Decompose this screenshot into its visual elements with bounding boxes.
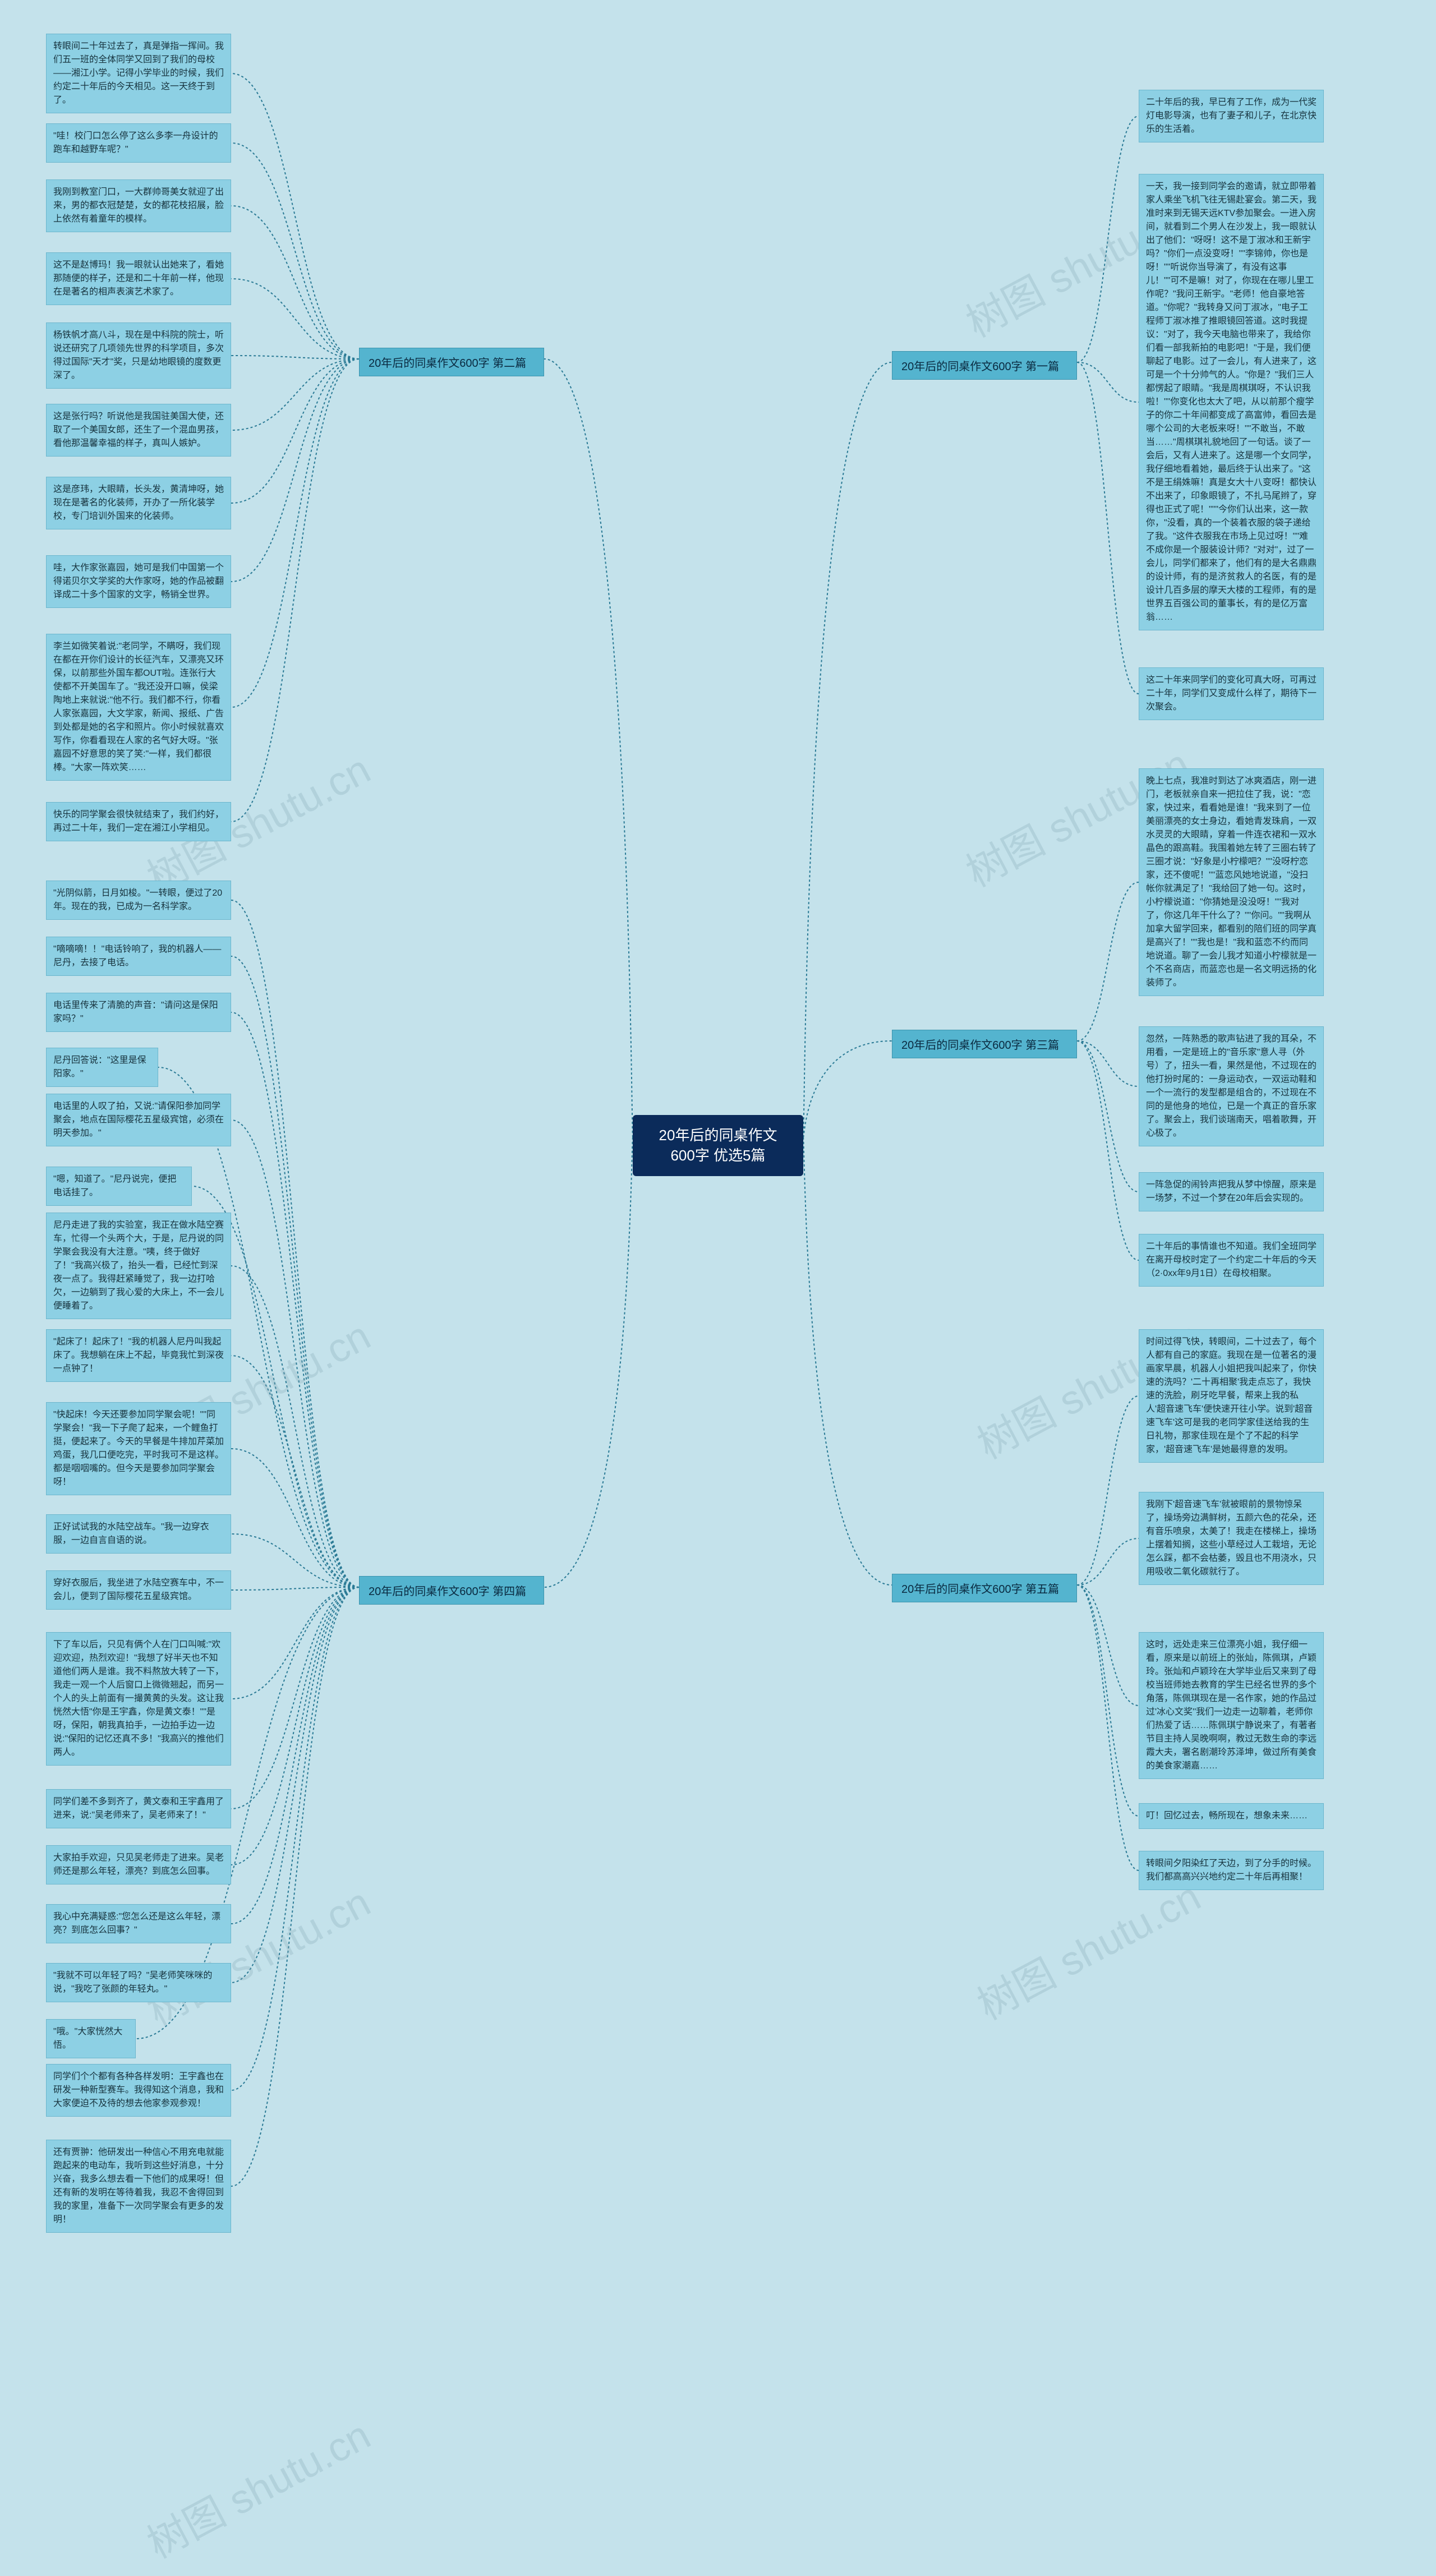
leaf-node: 大家拍手欢迎，只见吴老师走了进来。吴老师还是那么年轻，漂亮？到底怎么回事。 bbox=[46, 1845, 231, 1884]
leaf-node: 二十年后的我，早已有了工作，成为一代奖灯电影导演，也有了妻子和儿子，在北京快乐的… bbox=[1139, 90, 1324, 142]
leaf-node: "嘀嘀嘀！！"电话铃响了，我的机器人——尼丹，去接了电话。 bbox=[46, 937, 231, 976]
leaf-node: "哦。"大家恍然大悟。 bbox=[46, 2019, 136, 2058]
leaf-node: 这时，远处走来三位漂亮小姐，我仔细一看，原来是以前班上的张灿，陈佩琪，卢颖玲。张… bbox=[1139, 1632, 1324, 1779]
leaf-node: 这是张行吗？听说他是我国驻美国大使，还取了一个美国女郎，还生了一个混血男孩，看他… bbox=[46, 404, 231, 457]
center-title: 20年后的同桌作文600字 优选5篇 bbox=[659, 1127, 777, 1164]
leaf-node: 叮！回忆过去，畅所现在，想象未来…… bbox=[1139, 1803, 1324, 1829]
leaf-node: 一阵急促的闹铃声把我从梦中惊醒，原来是一场梦，不过一个梦在20年后会实现的。 bbox=[1139, 1172, 1324, 1211]
leaf-node: "快起床！今天还要参加同学聚会呢！""同学聚会！"我一下子爬了起来，一个鲤鱼打挺… bbox=[46, 1402, 231, 1495]
branch-node: 20年后的同桌作文600字 第四篇 bbox=[359, 1576, 544, 1605]
leaf-node: 我刚下'超音速飞车'就被眼前的景物惊呆了，操场旁边满鲜树，五颜六色的花朵，还有音… bbox=[1139, 1492, 1324, 1585]
leaf-node: 转眼间二十年过去了，真是弹指一挥间。我们五一班的全体同学又回到了我们的母校——湘… bbox=[46, 34, 231, 113]
center-node: 20年后的同桌作文600字 优选5篇 bbox=[633, 1115, 803, 1176]
leaf-node: 下了车以后，只见有俩个人在门口叫喊:"欢迎欢迎，热烈欢迎！"我想了好半天也不知道… bbox=[46, 1632, 231, 1766]
leaf-node: 我刚到教室门口，一大群帅哥美女就迎了出来，男的都衣冠楚楚，女的都花枝招展，脸上依… bbox=[46, 179, 231, 232]
leaf-node: 尼丹走进了我的实验室，我正在做水陆空赛车，忙得一个头两个大，于是，尼丹说的同学聚… bbox=[46, 1213, 231, 1319]
leaf-node: 同学们个个都有各种各样发明：王宇鑫也在研发一种新型赛车。我得知这个消息，我和大家… bbox=[46, 2064, 231, 2117]
leaf-node: 哇，大作家张嘉园，她可是我们中国第一个得诺贝尔文学奖的大作家呀，她的作品被翻译成… bbox=[46, 555, 231, 608]
leaf-node: "我就不可以年轻了吗？"吴老师笑咪咪的说，"我吃了张颜的年轻丸。" bbox=[46, 1963, 231, 2002]
leaf-node: 这二十年来同学们的变化可真大呀，可再过二十年，同学们又变成什么样了，期待下一次聚… bbox=[1139, 667, 1324, 720]
leaf-node: 时间过得飞快，转眼间，二十过去了，每个人都有自己的家庭。我现在是一位著名的漫画家… bbox=[1139, 1329, 1324, 1463]
leaf-node: 晚上七点，我准时到达了冰爽酒店，刚一进门，老板就亲自来一把拉住了我，说："恋家，… bbox=[1139, 768, 1324, 996]
leaf-node: "哇！校门口怎么停了这么多李一舟设计的跑车和越野车呢？" bbox=[46, 123, 231, 163]
leaf-node: 这不是赵博玛！我一眼就认出她来了，看她那随便的样子，还是和二十年前一样，他现在是… bbox=[46, 252, 231, 305]
leaf-node: 一天，我一接到同学会的邀请，就立即带着家人乘坐飞机飞往无锡赴宴会。第二天，我准时… bbox=[1139, 174, 1324, 630]
leaf-node: 杨铁帆才高八斗，现在是中科院的院士，听说还研究了几项领先世界的科学项目，多次得过… bbox=[46, 322, 231, 389]
branch-node: 20年后的同桌作文600字 第二篇 bbox=[359, 348, 544, 376]
leaf-node: 这是彦玮，大眼睛，长头发，黄清坤呀，她现在是著名的化装师，开办了一所化装学校，专… bbox=[46, 477, 231, 529]
leaf-node: "起床了！起床了！"我的机器人尼丹叫我起床了。我想躺在床上不起，毕竟我忙到深夜一… bbox=[46, 1329, 231, 1382]
leaf-node: 李兰如微笑着说:"老同学，不瞒呀，我们现在都在开你们设计的长征汽车，又漂亮又环保… bbox=[46, 634, 231, 781]
leaf-node: 快乐的同学聚会很快就结束了，我们约好，再过二十年，我们一定在湘江小学相见。 bbox=[46, 802, 231, 841]
leaf-node: 电话里传来了清脆的声音："请问这是保阳家吗？" bbox=[46, 993, 231, 1032]
branch-node: 20年后的同桌作文600字 第五篇 bbox=[892, 1574, 1077, 1602]
leaf-node: 还有贾翀：他研发出一种信心不用充电就能跑起来的电动车，我听到这些好消息，十分兴奋… bbox=[46, 2140, 231, 2233]
leaf-node: 二十年后的事情谁也不知道。我们全班同学在离开母校时定了一个约定二十年后的今天（2… bbox=[1139, 1234, 1324, 1287]
leaf-node: "光阴似箭，日月如梭。"一转眼，便过了20年。现在的我，已成为一名科学家。 bbox=[46, 881, 231, 920]
leaf-node: "嗯，知道了。"尼丹说完，便把电话挂了。 bbox=[46, 1167, 192, 1206]
leaf-node: 同学们差不多到齐了，黄文泰和王宇鑫用了进来，说:"吴老师来了，吴老师来了！" bbox=[46, 1789, 231, 1828]
leaf-node: 电话里的人叹了拍，又说:"请保阳参加同学聚会，地点在国际樱花五星级宾馆，必须在明… bbox=[46, 1094, 231, 1146]
leaf-node: 尼丹回答说："这里是保阳家。" bbox=[46, 1048, 158, 1087]
leaf-node: 穿好衣服后，我坐进了水陆空赛车中，不一会儿，便到了国际樱花五星级宾馆。 bbox=[46, 1570, 231, 1610]
branch-node: 20年后的同桌作文600字 第一篇 bbox=[892, 351, 1077, 380]
leaf-node: 忽然，一阵熟悉的歌声钻进了我的耳朵，不用看，一定是班上的"音乐家"意人寻（外号）… bbox=[1139, 1026, 1324, 1146]
leaf-node: 正好试试我的水陆空战车。"我一边穿衣服，一边自言自语的说。 bbox=[46, 1514, 231, 1554]
branch-node: 20年后的同桌作文600字 第三篇 bbox=[892, 1030, 1077, 1058]
leaf-node: 我心中充满疑惑:"您怎么还是这么年轻，漂亮？到底怎么回事？" bbox=[46, 1904, 231, 1943]
leaf-node: 转眼间夕阳染红了天边，到了分手的时候。我们都高高兴兴地约定二十年后再相聚！ bbox=[1139, 1851, 1324, 1890]
